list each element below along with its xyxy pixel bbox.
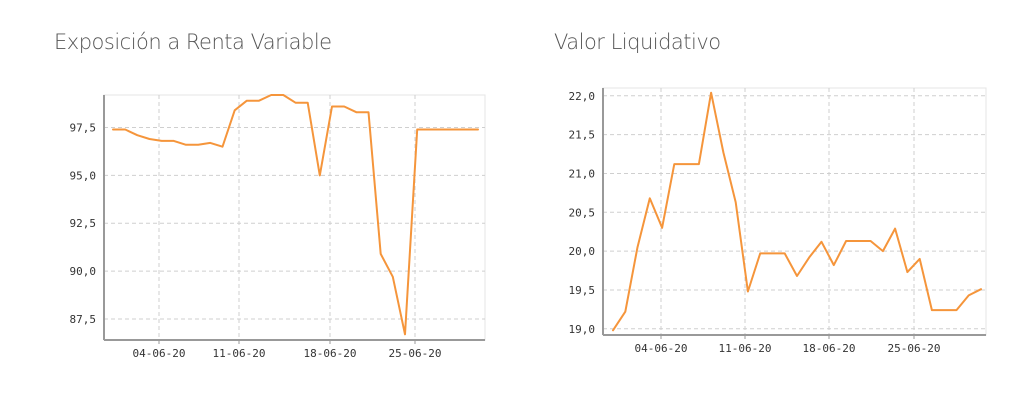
y-tick-label: 19,5 [569, 284, 596, 297]
x-tick-label: 25-06-20 [888, 342, 941, 355]
x-tick-label: 11-06-20 [213, 347, 266, 360]
x-tick-label: 25-06-20 [389, 347, 442, 360]
y-tick-label: 19,0 [569, 323, 596, 336]
equity-exposure-chart: 87,5 90,0 92,5 95,0 97,5 04-06-20 11-06-20 18-0… [70, 94, 486, 360]
chart-title: Exposición a Renta Variable [54, 30, 332, 54]
chart-panel-net-asset-value: Valor Liquidativo 19,0 19,5 20,0 20,5 21,0 21… [511, 0, 1022, 413]
x-tick-label: 18-06-20 [803, 342, 856, 355]
y-tick-label: 20,0 [569, 245, 596, 258]
chart-title: Valor Liquidativo [554, 30, 721, 54]
y-tick-label: 95,0 [70, 169, 97, 182]
y-tick-label: 22,0 [569, 90, 596, 103]
plot-area [103, 94, 486, 341]
x-tick-label: 11-06-20 [719, 342, 772, 355]
y-tick-label: 21,0 [569, 167, 596, 180]
y-tick-label: 97,5 [70, 122, 97, 135]
series-line [612, 91, 982, 332]
y-tick-label: 21,5 [569, 129, 596, 142]
y-tick-label: 90,0 [70, 265, 97, 278]
series-line [112, 94, 479, 336]
x-tick-label: 18-06-20 [304, 347, 357, 360]
y-tick-label: 92,5 [70, 217, 97, 230]
x-tick-label: 04-06-20 [133, 347, 186, 360]
y-tick-label: 87,5 [70, 313, 97, 326]
y-tick-label: 20,5 [569, 206, 596, 219]
x-tick-label: 04-06-20 [635, 342, 688, 355]
chart-panel-equity-exposure: Exposición a Renta Variable 87,5 90,0 92,5… [54, 30, 486, 360]
net-asset-value-chart: 19,0 19,5 20,0 20,5 21,0 21,5 22,0 04-06-20 11-0… [569, 87, 987, 355]
